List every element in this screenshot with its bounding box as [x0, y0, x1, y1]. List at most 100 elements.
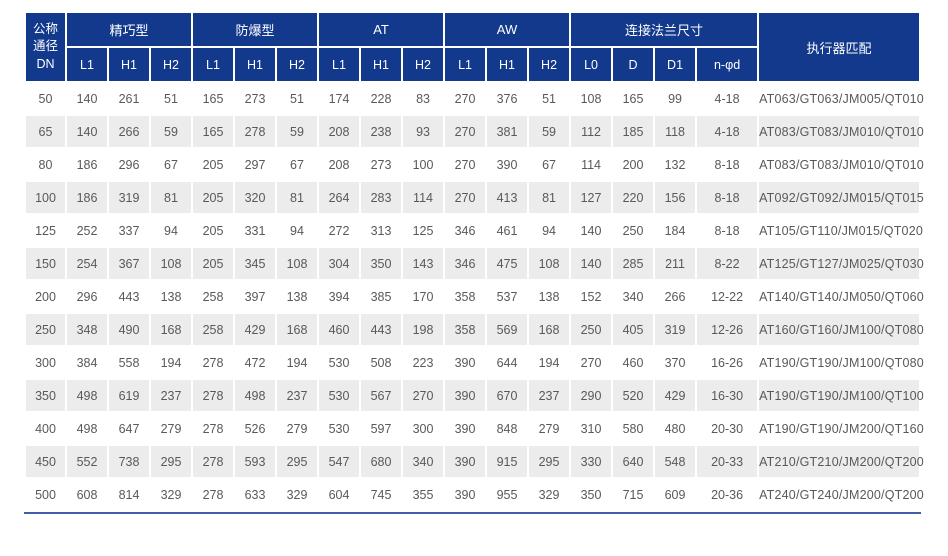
- dim-cell: 16-26: [697, 347, 758, 378]
- header-sub: H1: [235, 48, 275, 81]
- table-row: 150 254 367 108 205 345 108 304 350 143 346 475 108 1…: [26, 248, 924, 279]
- actuator-cell: AT140/GT140/JM050/QT060: [759, 281, 924, 312]
- dim-cell: 198: [403, 314, 444, 345]
- dn-cell: 150: [26, 248, 65, 279]
- dim-cell: 295: [277, 446, 317, 477]
- dim-cell: 266: [655, 281, 696, 312]
- header-sub: L1: [319, 48, 359, 81]
- dim-cell: 390: [445, 413, 486, 444]
- header-sub: L1: [67, 48, 107, 81]
- dim-cell: 270: [445, 149, 486, 180]
- dim-cell: 165: [193, 116, 233, 147]
- dim-cell: 346: [445, 248, 486, 279]
- dim-cell: 290: [571, 380, 612, 411]
- dn-cell: 100: [26, 182, 65, 213]
- dim-cell: 385: [361, 281, 401, 312]
- dim-cell: 152: [571, 281, 612, 312]
- header-group-flange: 连接法兰尺寸: [571, 13, 758, 46]
- dim-cell: 319: [109, 182, 149, 213]
- dim-cell: 185: [613, 116, 654, 147]
- dim-cell: 475: [487, 248, 528, 279]
- dim-cell: 443: [361, 314, 401, 345]
- dim-cell: 272: [319, 215, 359, 246]
- dim-cell: 51: [529, 83, 570, 114]
- dim-cell: 310: [571, 413, 612, 444]
- dim-cell: 140: [571, 248, 612, 279]
- dim-cell: 83: [403, 83, 444, 114]
- dim-cell: 93: [403, 116, 444, 147]
- dim-cell: 165: [193, 83, 233, 114]
- dim-cell: 278: [193, 347, 233, 378]
- dim-cell: 490: [109, 314, 149, 345]
- dim-cell: 295: [151, 446, 191, 477]
- dim-cell: 390: [445, 380, 486, 411]
- actuator-cell: AT190/GT190/JM100/QT100: [759, 380, 924, 411]
- dim-cell: 20-30: [697, 413, 758, 444]
- dim-cell: 738: [109, 446, 149, 477]
- dim-cell: 848: [487, 413, 528, 444]
- dim-cell: 140: [571, 215, 612, 246]
- table-row: 500 608 814 329 278 633 329 604 745 355 390 955 329 3…: [26, 479, 924, 510]
- actuator-cell: AT105/GT110/JM015/QT020: [759, 215, 923, 246]
- dn-cell: 80: [26, 149, 65, 180]
- actuator-cell: AT063/GT063/JM005/QT010: [759, 83, 924, 114]
- dim-cell: 608: [67, 479, 107, 510]
- dim-cell: 319: [655, 314, 696, 345]
- valve-dimensions-table: 公称 通径 DN 精巧型 防爆型 AT AW 连接法兰尺寸 执行器匹配 L1 H…: [24, 11, 924, 514]
- dn-cell: 300: [26, 347, 65, 378]
- dim-cell: 390: [445, 446, 486, 477]
- dim-cell: 270: [403, 380, 444, 411]
- dim-cell: 609: [655, 479, 696, 510]
- dn-cell: 400: [26, 413, 65, 444]
- dim-cell: 647: [109, 413, 149, 444]
- dim-cell: 94: [277, 215, 317, 246]
- dim-cell: 358: [445, 314, 486, 345]
- dim-cell: 460: [613, 347, 654, 378]
- dim-cell: 223: [403, 347, 444, 378]
- dim-cell: 194: [277, 347, 317, 378]
- dim-cell: 12-22: [697, 281, 758, 312]
- dim-cell: 8-18: [697, 182, 758, 213]
- dim-cell: 329: [151, 479, 191, 510]
- dim-cell: 16-30: [697, 380, 758, 411]
- dim-cell: 127: [571, 182, 612, 213]
- dim-cell: 165: [613, 83, 654, 114]
- dim-cell: 273: [361, 149, 401, 180]
- dim-cell: 205: [193, 215, 233, 246]
- dn-cell: 125: [26, 215, 65, 246]
- dim-cell: 132: [655, 149, 696, 180]
- dim-cell: 81: [277, 182, 317, 213]
- dim-cell: 340: [403, 446, 444, 477]
- dim-cell: 537: [487, 281, 528, 312]
- dim-cell: 526: [235, 413, 275, 444]
- table-row: 125 252 337 94 205 331 94 272 313 125 346 461 94 140 2…: [26, 215, 923, 246]
- dim-cell: 278: [193, 380, 233, 411]
- dim-cell: 112: [571, 116, 612, 147]
- header-sub: H1: [109, 48, 149, 81]
- dim-cell: 258: [193, 281, 233, 312]
- dim-cell: 350: [361, 248, 401, 279]
- dim-cell: 170: [403, 281, 444, 312]
- table-body: 50 140 261 51 165 273 51 174 228 83 270 376 51 108 165…: [26, 83, 924, 510]
- dim-cell: 4-18: [697, 83, 758, 114]
- table-header: 公称 通径 DN 精巧型 防爆型 AT AW 连接法兰尺寸 执行器匹配 L1 H…: [26, 13, 919, 81]
- dim-cell: 390: [487, 149, 528, 180]
- dim-cell: 205: [193, 182, 233, 213]
- header-sub: L1: [193, 48, 233, 81]
- dim-cell: 370: [655, 347, 696, 378]
- dim-cell: 270: [571, 347, 612, 378]
- dim-cell: 59: [529, 116, 570, 147]
- dim-cell: 547: [319, 446, 359, 477]
- dim-cell: 619: [109, 380, 149, 411]
- dim-cell: 94: [529, 215, 570, 246]
- dim-cell: 20-36: [697, 479, 758, 510]
- dim-cell: 184: [655, 215, 696, 246]
- dim-cell: 220: [613, 182, 654, 213]
- dim-cell: 208: [319, 149, 359, 180]
- dim-cell: 108: [151, 248, 191, 279]
- dim-cell: 604: [319, 479, 359, 510]
- dim-cell: 397: [235, 281, 275, 312]
- dim-cell: 168: [277, 314, 317, 345]
- dim-cell: 81: [151, 182, 191, 213]
- page: 公称 通径 DN 精巧型 防爆型 AT AW 连接法兰尺寸 执行器匹配 L1 H…: [24, 11, 924, 514]
